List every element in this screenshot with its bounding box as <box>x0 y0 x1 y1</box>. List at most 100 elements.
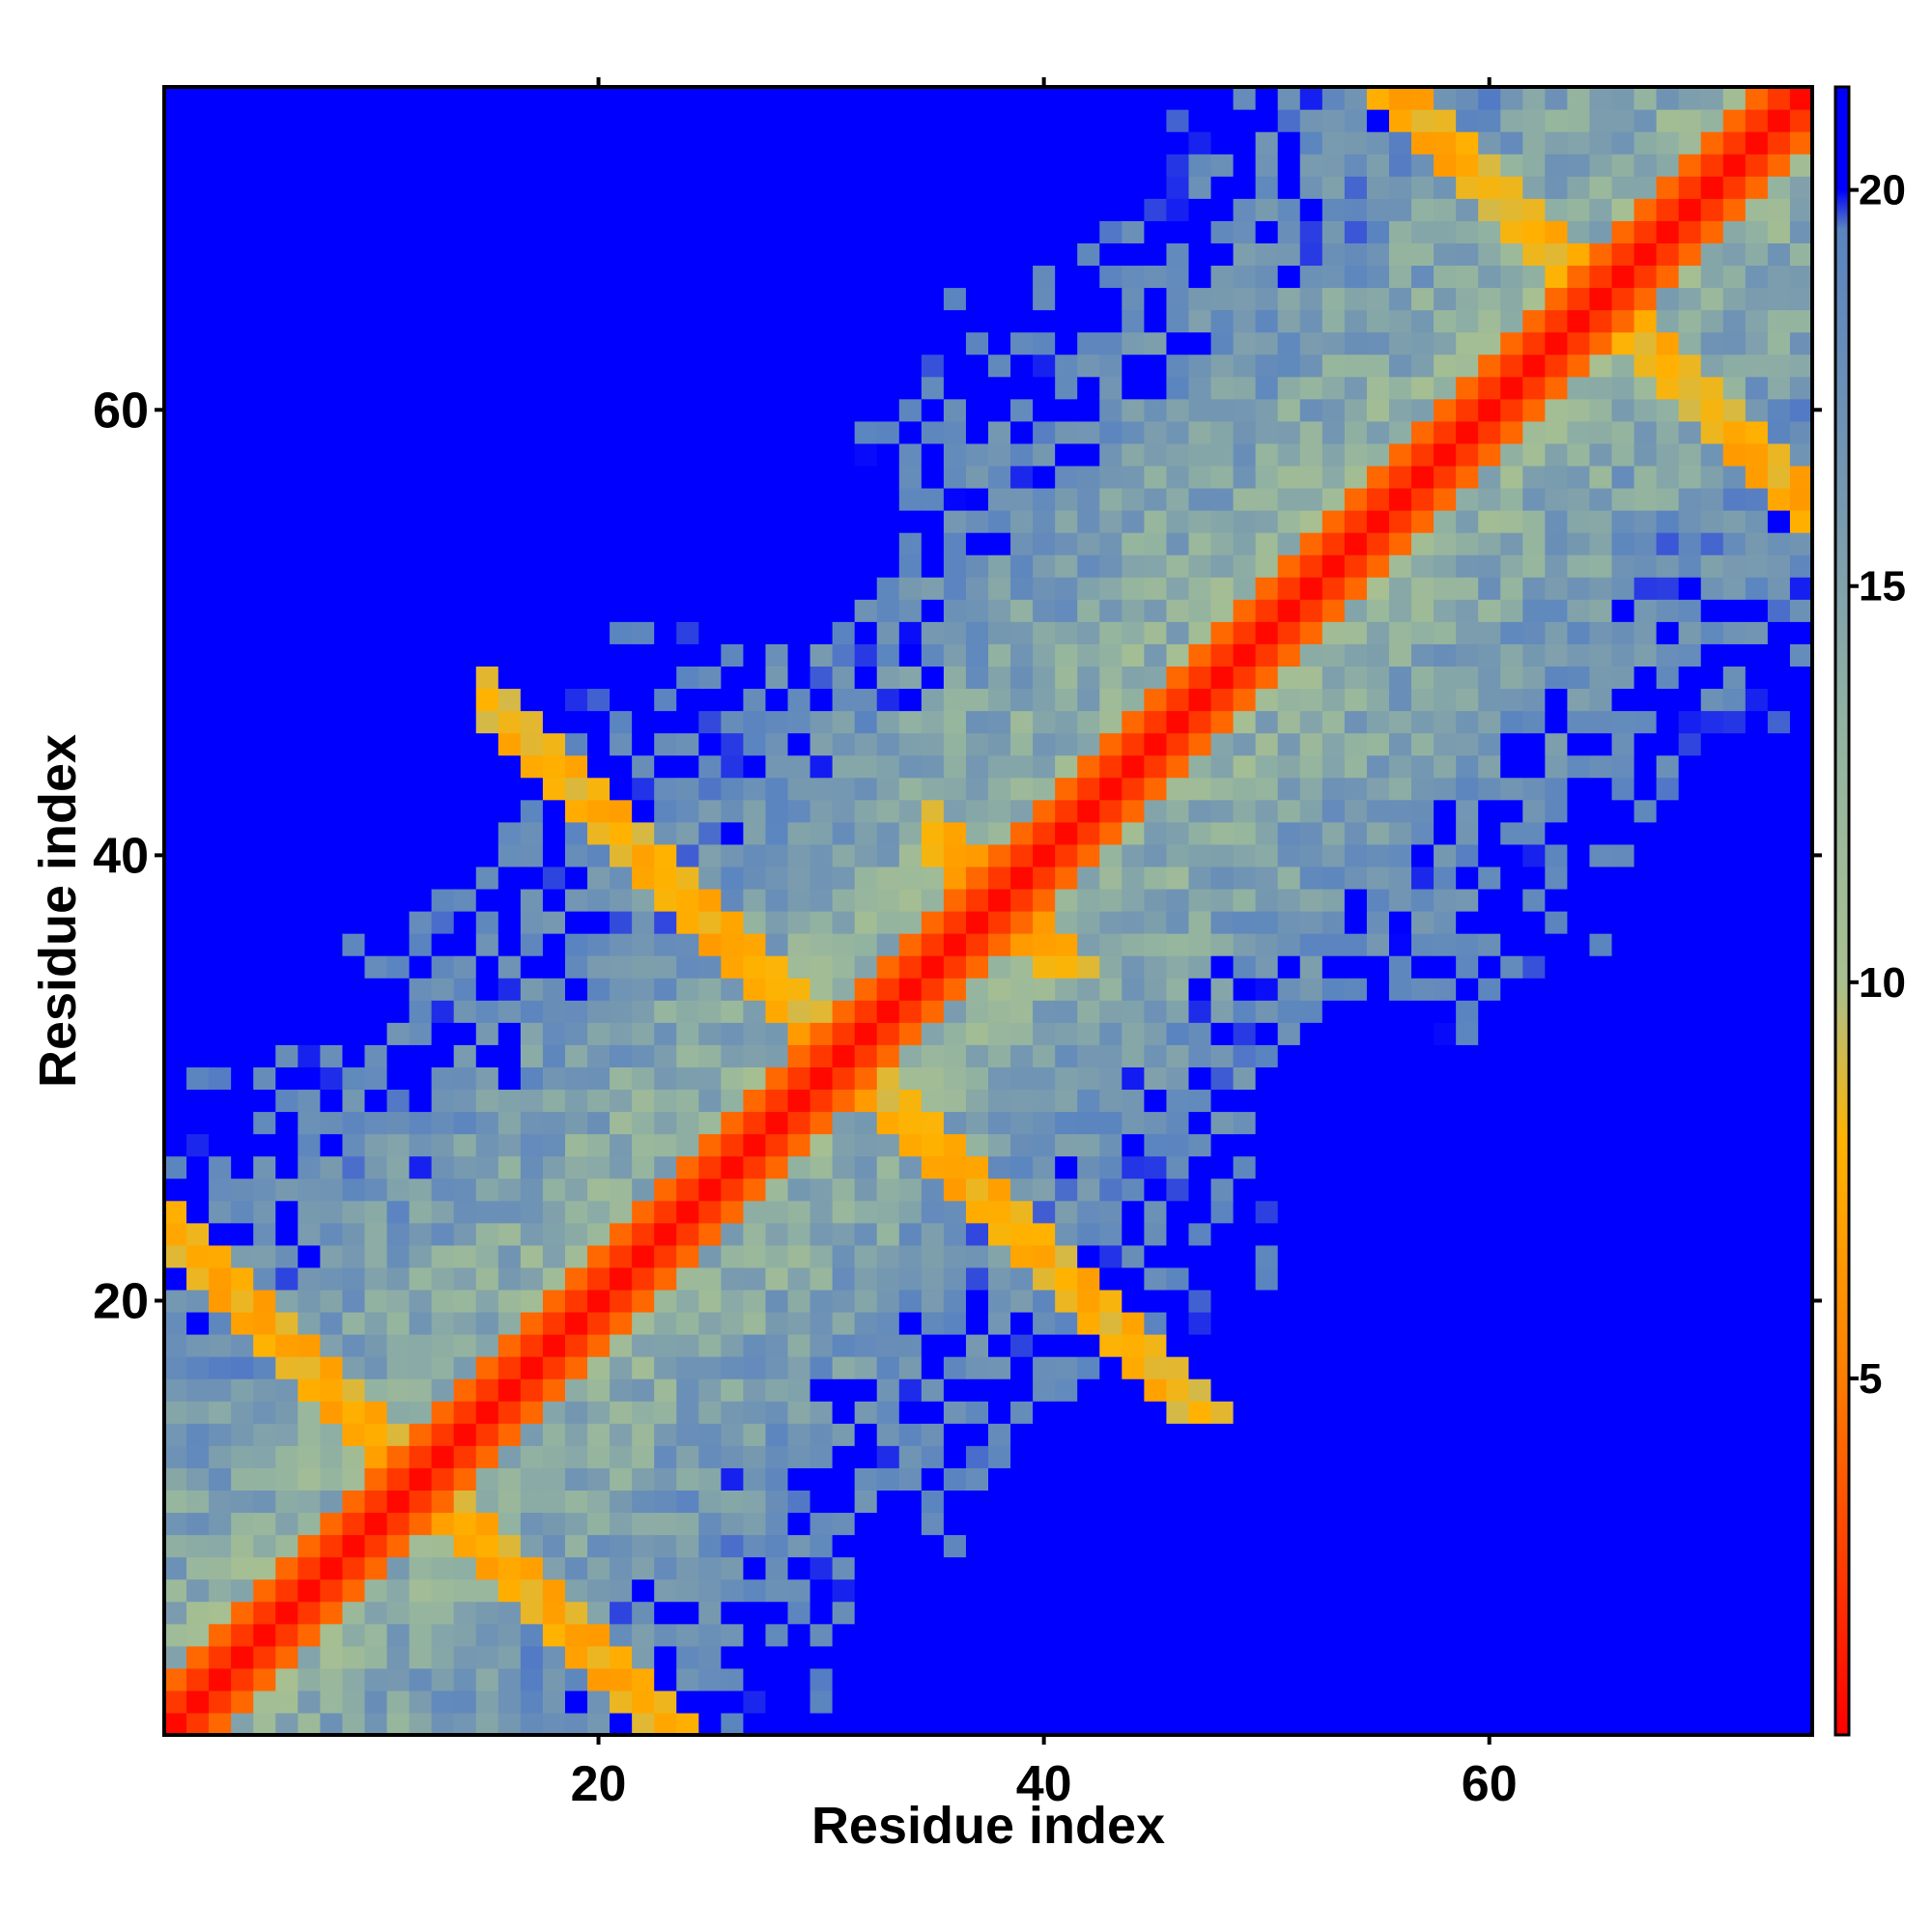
heatmap-cell <box>386 688 411 712</box>
heatmap-cell <box>654 1000 677 1023</box>
heatmap-cell <box>1344 1244 1368 1268</box>
heatmap-cell <box>431 309 455 333</box>
heatmap-cell <box>564 1022 588 1045</box>
heatmap-cell <box>298 331 321 355</box>
heatmap-cell <box>1722 777 1747 801</box>
heatmap-cell <box>1033 843 1056 867</box>
heatmap-cell <box>832 1578 856 1603</box>
heatmap-cell <box>1033 1512 1056 1536</box>
heatmap-cell <box>386 1645 411 1669</box>
heatmap-cell <box>186 554 210 578</box>
heatmap-cell <box>453 331 477 355</box>
heatmap-cell <box>1210 599 1235 622</box>
heatmap-cell <box>1789 799 1813 823</box>
heatmap-cell <box>1344 1667 1368 1691</box>
heatmap-cell <box>721 1401 744 1424</box>
heatmap-cell <box>1077 1712 1100 1736</box>
heatmap-cell <box>610 1445 633 1468</box>
heatmap-cell <box>1010 1623 1034 1647</box>
heatmap-cell <box>542 1289 566 1313</box>
heatmap-cell <box>810 1445 834 1468</box>
heatmap-cell <box>1321 1155 1346 1179</box>
heatmap-cell <box>1122 554 1145 578</box>
heatmap-cell <box>1522 777 1546 801</box>
heatmap-cell <box>253 109 276 132</box>
heatmap-cell <box>164 1423 187 1446</box>
heatmap-cell <box>1033 376 1056 400</box>
heatmap-cell <box>1233 754 1257 779</box>
heatmap-cell <box>298 1244 321 1268</box>
heatmap-cell <box>364 821 388 845</box>
heatmap-cell <box>1434 1133 1457 1157</box>
heatmap-cell <box>1745 1311 1769 1335</box>
heatmap-cell <box>1299 866 1323 890</box>
heatmap-cell <box>1388 1512 1412 1536</box>
heatmap-cell <box>632 287 655 311</box>
heatmap-cell <box>386 354 411 378</box>
heatmap-cell <box>1789 1111 1813 1135</box>
heatmap-cell <box>921 398 945 422</box>
heatmap-cell <box>1411 688 1435 712</box>
heatmap-cell <box>654 754 677 779</box>
heatmap-cell <box>1055 487 1078 511</box>
heatmap-cell <box>386 1512 411 1536</box>
heatmap-cell <box>1299 1578 1323 1603</box>
heatmap-cell <box>1033 1690 1056 1714</box>
heatmap-cell <box>1122 176 1145 199</box>
heatmap-cell <box>1388 1311 1412 1335</box>
heatmap-cell <box>1567 888 1591 912</box>
heatmap-cell <box>453 1178 477 1202</box>
heatmap-cell <box>1010 1200 1034 1224</box>
heatmap-cell <box>1188 220 1212 243</box>
heatmap-cell <box>988 1423 1011 1446</box>
heatmap-cell <box>542 398 566 422</box>
heatmap-cell <box>1099 643 1122 667</box>
heatmap-cell <box>810 1378 834 1402</box>
heatmap-cell <box>320 109 344 132</box>
heatmap-cell <box>698 1334 722 1357</box>
heatmap-cell <box>342 799 366 823</box>
heatmap-cell <box>453 1578 477 1603</box>
heatmap-cell <box>988 1133 1011 1157</box>
heatmap-cell <box>253 799 276 823</box>
heatmap-cell <box>1099 688 1122 712</box>
heatmap-cell <box>1634 666 1658 690</box>
heatmap-cell <box>1478 1244 1501 1268</box>
heatmap-cell <box>475 933 499 956</box>
heatmap-cell <box>1122 487 1145 511</box>
heatmap-cell <box>1567 1690 1591 1714</box>
heatmap-cell <box>654 1356 677 1379</box>
heatmap-cell <box>587 843 611 867</box>
heatmap-cell <box>1567 1022 1591 1045</box>
heatmap-cell <box>520 1490 544 1514</box>
heatmap-cell <box>1634 1645 1658 1669</box>
heatmap-cell <box>1366 933 1390 956</box>
heatmap-cell <box>1210 1601 1235 1625</box>
heatmap-cell <box>1700 1000 1724 1023</box>
heatmap-cell <box>298 1266 321 1291</box>
heatmap-cell <box>1411 978 1435 1001</box>
heatmap-cell <box>275 1200 298 1224</box>
heatmap-cell <box>1010 398 1034 422</box>
heatmap-cell <box>676 843 699 867</box>
heatmap-cell <box>275 1645 298 1669</box>
heatmap-cell <box>676 1066 699 1091</box>
heatmap-cell <box>1210 732 1235 756</box>
heatmap-cell <box>1055 1200 1078 1224</box>
heatmap-cell <box>497 710 522 734</box>
heatmap-cell <box>632 1690 655 1714</box>
heatmap-cell <box>1099 621 1122 644</box>
heatmap-cell <box>253 1667 276 1691</box>
heatmap-cell <box>453 621 477 644</box>
heatmap-cell <box>475 1623 499 1647</box>
heatmap-cell <box>1767 777 1791 801</box>
heatmap-cell <box>1166 821 1190 845</box>
heatmap-cell <box>1388 799 1412 823</box>
heatmap-cell <box>1545 1401 1568 1424</box>
heatmap-cell <box>1388 1000 1412 1023</box>
heatmap-cell <box>231 1089 254 1113</box>
heatmap-cell <box>1456 1111 1479 1135</box>
heatmap-cell <box>1722 666 1747 690</box>
heatmap-cell <box>1055 1690 1078 1714</box>
heatmap-cell <box>342 821 366 845</box>
